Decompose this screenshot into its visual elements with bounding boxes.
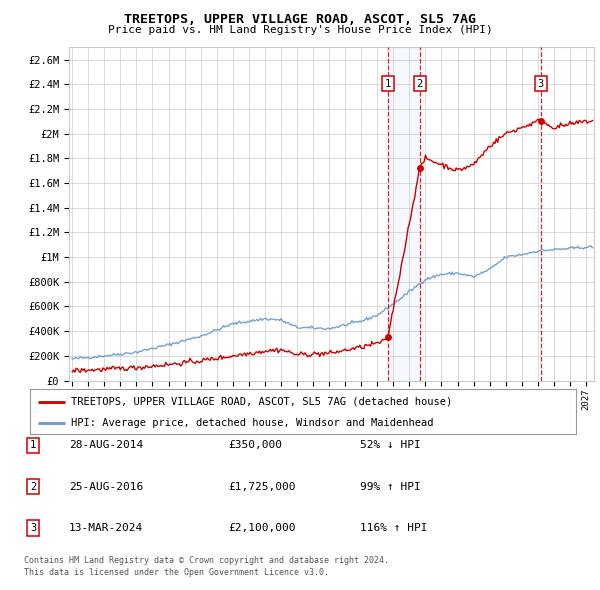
Bar bbox=[388, 47, 420, 381]
Text: 52% ↓ HPI: 52% ↓ HPI bbox=[360, 441, 421, 450]
Text: 3: 3 bbox=[538, 79, 544, 89]
Bar bbox=[541, 47, 594, 381]
Text: 13-MAR-2024: 13-MAR-2024 bbox=[69, 523, 143, 533]
Text: 99% ↑ HPI: 99% ↑ HPI bbox=[360, 482, 421, 491]
Text: 1: 1 bbox=[385, 79, 391, 89]
Text: £350,000: £350,000 bbox=[228, 441, 282, 450]
Text: 28-AUG-2014: 28-AUG-2014 bbox=[69, 441, 143, 450]
Text: Price paid vs. HM Land Registry's House Price Index (HPI): Price paid vs. HM Land Registry's House … bbox=[107, 25, 493, 35]
Bar bbox=[541, 47, 594, 381]
Text: 25-AUG-2016: 25-AUG-2016 bbox=[69, 482, 143, 491]
Text: 1: 1 bbox=[30, 441, 36, 450]
Text: This data is licensed under the Open Government Licence v3.0.: This data is licensed under the Open Gov… bbox=[24, 568, 329, 577]
Text: TREETOPS, UPPER VILLAGE ROAD, ASCOT, SL5 7AG (detached house): TREETOPS, UPPER VILLAGE ROAD, ASCOT, SL5… bbox=[71, 397, 452, 407]
Text: 3: 3 bbox=[30, 523, 36, 533]
Text: Contains HM Land Registry data © Crown copyright and database right 2024.: Contains HM Land Registry data © Crown c… bbox=[24, 556, 389, 565]
Text: 2: 2 bbox=[30, 482, 36, 491]
Text: TREETOPS, UPPER VILLAGE ROAD, ASCOT, SL5 7AG: TREETOPS, UPPER VILLAGE ROAD, ASCOT, SL5… bbox=[124, 13, 476, 26]
Text: 2: 2 bbox=[416, 79, 423, 89]
Text: HPI: Average price, detached house, Windsor and Maidenhead: HPI: Average price, detached house, Wind… bbox=[71, 418, 433, 428]
Text: £1,725,000: £1,725,000 bbox=[228, 482, 296, 491]
Text: 116% ↑ HPI: 116% ↑ HPI bbox=[360, 523, 427, 533]
Text: £2,100,000: £2,100,000 bbox=[228, 523, 296, 533]
